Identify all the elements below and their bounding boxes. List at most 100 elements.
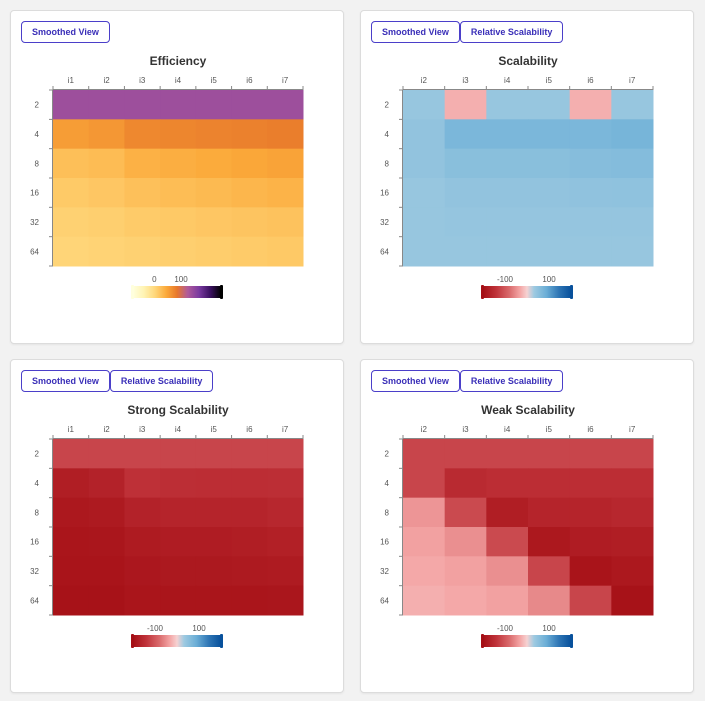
x-tick-label: i3 — [139, 76, 146, 85]
heatmap-cell — [267, 527, 304, 557]
y-tick-label: 64 — [30, 247, 39, 256]
heatmap-cell — [195, 90, 233, 120]
heatmap-cell — [444, 556, 487, 587]
heatmap-cell — [231, 527, 268, 557]
smoothed-view-button[interactable]: Smoothed View — [371, 370, 460, 392]
heatmap-cell — [403, 236, 446, 267]
smoothed-view-button[interactable]: Smoothed View — [21, 370, 110, 392]
heatmap-cell — [53, 585, 90, 616]
x-tick-label: i7 — [629, 425, 636, 434]
colorbar-handle-max[interactable] — [570, 634, 573, 648]
heatmap-cell — [611, 148, 654, 179]
heatmap-cell — [160, 119, 197, 150]
heatmap-cell — [53, 148, 90, 179]
heatmap-cell — [231, 556, 268, 587]
heatmap-cell — [403, 207, 446, 238]
heatmap-cell — [444, 439, 487, 469]
relative-scalability-button[interactable]: Relative Scalability — [459, 370, 564, 392]
heatmap-cell — [444, 207, 487, 238]
heatmap-cell — [53, 439, 90, 469]
heatmap-cell — [88, 119, 125, 150]
y-tick-label: 2 — [35, 101, 40, 110]
x-tick-label: i7 — [629, 76, 636, 85]
relative-scalability-button[interactable]: Relative Scalability — [109, 370, 214, 392]
y-tick-label: 8 — [385, 159, 390, 168]
heatmap-cell — [569, 119, 612, 150]
heatmap-cell — [444, 585, 487, 616]
heatmap-cell — [569, 439, 612, 469]
colorbar — [483, 286, 571, 298]
heatmap-cell — [528, 90, 571, 120]
smoothed-view-button[interactable]: Smoothed View — [21, 21, 110, 43]
heatmap-cell — [611, 468, 654, 499]
x-tick-label: i4 — [504, 425, 511, 434]
y-tick-label: 32 — [30, 567, 39, 576]
smoothed-view-button[interactable]: Smoothed View — [371, 21, 460, 43]
heatmap-cell — [195, 585, 233, 616]
heatmap-cell — [528, 585, 571, 616]
colorbar-handle-min[interactable] — [481, 285, 484, 299]
x-tick-label: i6 — [587, 76, 594, 85]
heatmap-cell — [195, 497, 233, 528]
heatmap-cell — [160, 468, 197, 499]
heatmap-cell — [569, 527, 612, 557]
heatmap-cell — [528, 236, 571, 267]
scalability-card: Smoothed View Relative Scalability Scala… — [360, 10, 694, 344]
heatmap-cell — [267, 439, 304, 469]
x-tick-label: i7 — [282, 76, 289, 85]
heatmap-cell — [611, 119, 654, 150]
y-tick-label: 4 — [385, 479, 390, 488]
colorbar-handle-max[interactable] — [570, 285, 573, 299]
colorbar-handle-max[interactable] — [220, 285, 223, 299]
heatmap-cell — [88, 236, 125, 267]
y-tick-label: 16 — [30, 189, 39, 198]
x-tick-label: i1 — [68, 425, 75, 434]
heatmap-cell — [569, 207, 612, 238]
heatmap-cell — [231, 439, 268, 469]
colorbar-handle-min[interactable] — [131, 285, 134, 299]
y-tick-label: 2 — [385, 101, 390, 110]
heatmap-cell — [486, 207, 529, 238]
heatmap-cell — [88, 148, 125, 179]
heatmap-cell — [124, 468, 161, 499]
heatmap-cell — [124, 236, 161, 267]
heatmap-cell — [528, 497, 571, 528]
heatmap-cell — [569, 236, 612, 267]
colorbar-handle-max[interactable] — [220, 634, 223, 648]
y-tick-label: 2 — [385, 450, 390, 459]
heatmap-cell — [486, 119, 529, 150]
colorbar-handle-min[interactable] — [131, 634, 134, 648]
heatmap-cell — [403, 90, 446, 120]
heatmap-cell — [569, 178, 612, 208]
colorbar-handle-min[interactable] — [481, 634, 484, 648]
heatmap-cell — [124, 585, 161, 616]
heatmap-cell — [124, 439, 161, 469]
heatmap-cell — [611, 585, 654, 616]
view-button-row: Smoothed View — [21, 21, 110, 43]
heatmap-cell — [403, 497, 446, 528]
view-button-row: Smoothed View Relative Scalability — [371, 370, 564, 392]
y-tick-label: 16 — [380, 189, 389, 198]
heatmap-cell — [231, 468, 268, 499]
heatmap-cell — [124, 207, 161, 238]
heatmap-cell — [160, 556, 197, 587]
heatmap-cell — [403, 439, 446, 469]
heatmap-cell — [195, 468, 233, 499]
colorbar-tick-label: 100 — [542, 624, 556, 633]
y-tick-label: 4 — [35, 130, 40, 139]
heatmap-cell — [528, 468, 571, 499]
heatmap-cell — [231, 207, 268, 238]
x-tick-label: i4 — [175, 425, 182, 434]
heatmap-cell — [569, 148, 612, 179]
heatmap-cell — [88, 90, 125, 120]
heatmap-cell — [88, 207, 125, 238]
heatmap-cell — [160, 497, 197, 528]
relative-scalability-button[interactable]: Relative Scalability — [459, 21, 564, 43]
heatmap-cell — [231, 497, 268, 528]
heatmap-cell — [569, 497, 612, 528]
heatmap-cell — [486, 148, 529, 179]
scalability-heatmap: Scalability i2 i3 i4 i5 i6 i7 2 4 8 16 32 64 -100 100 — [380, 54, 654, 299]
heatmap-cell — [444, 497, 487, 528]
heatmap-cell — [486, 178, 529, 208]
colorbar-tick-label: -100 — [497, 275, 514, 284]
